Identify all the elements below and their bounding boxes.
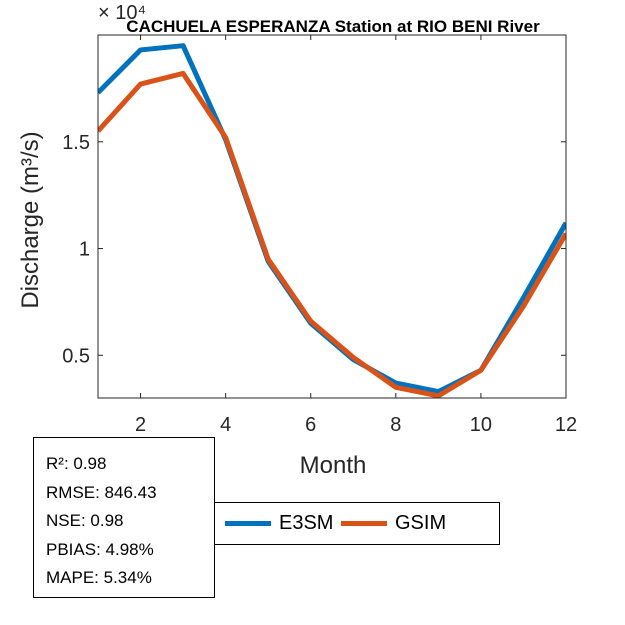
- stat-r2: R²: 0.98: [46, 454, 107, 473]
- legend-swatch-gsim: [341, 521, 387, 526]
- axis-ticks: 2 4 6 8 10 12 0.5 1 1.5: [62, 35, 577, 436]
- series-line-gsim: [98, 70, 566, 398]
- y-axis-exponent: × 10⁴: [98, 2, 146, 24]
- legend-label-gsim: GSIM: [395, 512, 447, 534]
- legend: E3SM GSIM: [213, 502, 500, 545]
- y-tick-label: 0.5: [62, 345, 90, 367]
- x-tick-label: 6: [305, 414, 316, 436]
- chart-title: CACHUELA ESPERANZA Station at RIO BENI R…: [126, 17, 540, 36]
- legend-swatch-e3sm: [225, 521, 271, 526]
- stat-mape: MAPE: 5.34%: [46, 568, 152, 587]
- y-axis-label: Discharge (m³/s): [17, 131, 44, 308]
- stat-pbias: PBIAS: 4.98%: [46, 539, 154, 559]
- legend-item-gsim: GSIM: [341, 503, 446, 544]
- stat-rmse: RMSE: 846.43: [46, 482, 157, 502]
- series-lines: [98, 43, 566, 398]
- stats-box: R²: 0.98 RMSE: 846.43 NSE: 0.98 PBIAS: 4…: [33, 437, 215, 598]
- x-tick-label: 4: [220, 414, 231, 436]
- x-tick-label: 10: [470, 414, 492, 436]
- legend-item-e3sm: E3SM: [225, 503, 333, 544]
- plot-area-frame: [97, 34, 567, 399]
- y-tick-label: 1.5: [62, 132, 90, 154]
- stat-nse: NSE: 0.98: [46, 511, 124, 530]
- x-tick-label: 2: [135, 414, 146, 436]
- x-tick-label: 8: [390, 414, 401, 436]
- x-tick-label: 12: [555, 414, 577, 436]
- y-tick-label: 1: [79, 239, 90, 261]
- legend-label-e3sm: E3SM: [279, 512, 334, 534]
- x-axis-label: Month: [300, 452, 367, 479]
